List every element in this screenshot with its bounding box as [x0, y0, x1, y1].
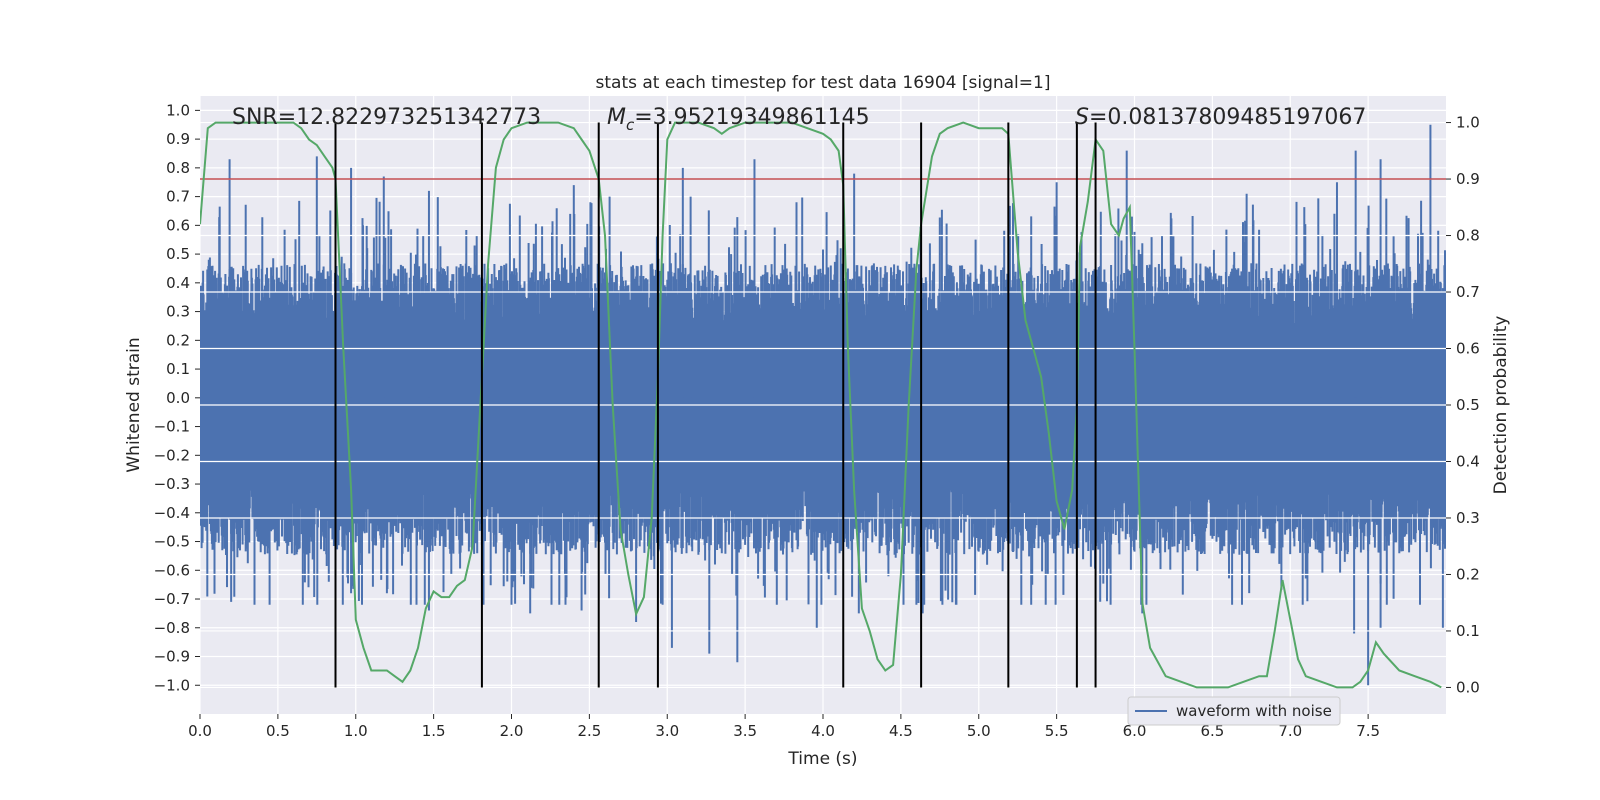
snr-annotation: SNR=12.822973251342773	[232, 105, 541, 130]
y2-tick-label: 0.2	[1456, 565, 1480, 583]
x-tick-label: 5.0	[967, 722, 991, 740]
legend: waveform with noise	[1127, 696, 1341, 726]
probability-line	[200, 121, 1442, 689]
chirp-mass-subscript: c	[626, 116, 635, 134]
y2-tick-label: 0.6	[1456, 340, 1480, 358]
y2-tick-label: 0.7	[1456, 283, 1480, 301]
y-tick-label: 0.6	[166, 216, 190, 234]
x-tick-label: 3.0	[655, 722, 679, 740]
y-axis-ticks: 1.0 0.9 0.8 0.7 0.6 0.5 0.4 0.3 0.2 0.1 0.0 −0.1 −0.…	[154, 101, 200, 694]
x-tick-label: 6.0	[1123, 722, 1147, 740]
x-tick-label: 1.0	[344, 722, 368, 740]
x-tick-label: 4.0	[811, 722, 835, 740]
y2-axis-ticks: 1.0 0.9 0.8 0.7 0.6 0.5 0.4 0.3 0.2 0.1 0.0	[1446, 114, 1480, 696]
chirp-mass-value: =3.95219349861145	[634, 105, 869, 130]
y-tick-label: −0.4	[154, 504, 190, 522]
x-axis-ticks: 0.0 0.5 1.0 1.5 2.0 2.5 3.0 3.5 4.0 4.5 5.0 5.5 6.0 6…	[188, 714, 1380, 740]
y-tick-label: 0.3	[166, 303, 190, 321]
y-tick-label: −0.1	[154, 418, 190, 436]
s-value: =0.08137809485197067	[1089, 105, 1366, 130]
x-tick-label: 7.5	[1356, 722, 1380, 740]
y2-tick-label: 1.0	[1456, 114, 1480, 132]
y-tick-label: 1.0	[166, 101, 190, 119]
vertical-markers	[334, 122, 1097, 688]
y-tick-label: −0.8	[154, 619, 190, 637]
y2-tick-label: 0.0	[1456, 678, 1480, 696]
y2-tick-label: 0.5	[1456, 396, 1480, 414]
y2-gridlines	[200, 121, 1446, 689]
legend-box	[1127, 696, 1341, 726]
y-tick-label: −0.5	[154, 533, 190, 551]
y-tick-label: −1.0	[154, 676, 190, 694]
x-tick-label: 5.5	[1045, 722, 1069, 740]
x-tick-label: 2.0	[500, 722, 524, 740]
y-tick-label: −0.2	[154, 446, 190, 464]
x-tick-label: 6.5	[1200, 722, 1224, 740]
y2-tick-label: 0.8	[1456, 227, 1480, 245]
x-tick-label: 7.0	[1278, 722, 1302, 740]
y-axis-label: Whitened strain	[124, 337, 144, 472]
y-tick-label: 0.1	[166, 360, 190, 378]
y2-tick-label: 0.1	[1456, 622, 1480, 640]
y-tick-label: −0.6	[154, 561, 190, 579]
y-tick-label: −0.9	[154, 648, 190, 666]
y2-axis-label: Detection probability	[1491, 316, 1511, 495]
y2-tick-label: 0.4	[1456, 452, 1480, 470]
y-tick-label: −0.3	[154, 475, 190, 493]
y2-tick-label: 0.9	[1456, 170, 1480, 188]
x-tick-label: 4.5	[889, 722, 913, 740]
x-tick-label: 0.5	[266, 722, 290, 740]
y-tick-label: 0.5	[166, 245, 190, 263]
legend-label: waveform with noise	[1176, 702, 1332, 720]
chirp-mass-annotation: Mc=3.95219349861145	[607, 105, 870, 134]
x-axis-label: Time (s)	[787, 749, 857, 769]
s-symbol: S	[1075, 105, 1089, 130]
y-tick-label: 0.2	[166, 331, 190, 349]
y-tick-label: 0.9	[166, 130, 190, 148]
y-tick-label: 0.4	[166, 274, 190, 292]
y-tick-label: 0.7	[166, 188, 190, 206]
y-tick-label: 0.0	[166, 389, 190, 407]
s-annotation: S=0.08137809485197067	[1075, 105, 1366, 130]
chart-title: stats at each timestep for test data 169…	[596, 73, 1051, 93]
chirp-mass-symbol: M	[607, 105, 626, 130]
y-tick-label: 0.8	[166, 159, 190, 177]
x-tick-label: 3.5	[733, 722, 757, 740]
x-tick-label: 1.5	[422, 722, 446, 740]
y2-tick-label: 0.3	[1456, 509, 1480, 527]
x-tick-label: 0.0	[188, 722, 212, 740]
waveform-noise	[200, 196, 1446, 605]
y-tick-label: −0.7	[154, 590, 190, 608]
plot-content	[200, 121, 1446, 689]
x-tick-label: 2.5	[577, 722, 601, 740]
